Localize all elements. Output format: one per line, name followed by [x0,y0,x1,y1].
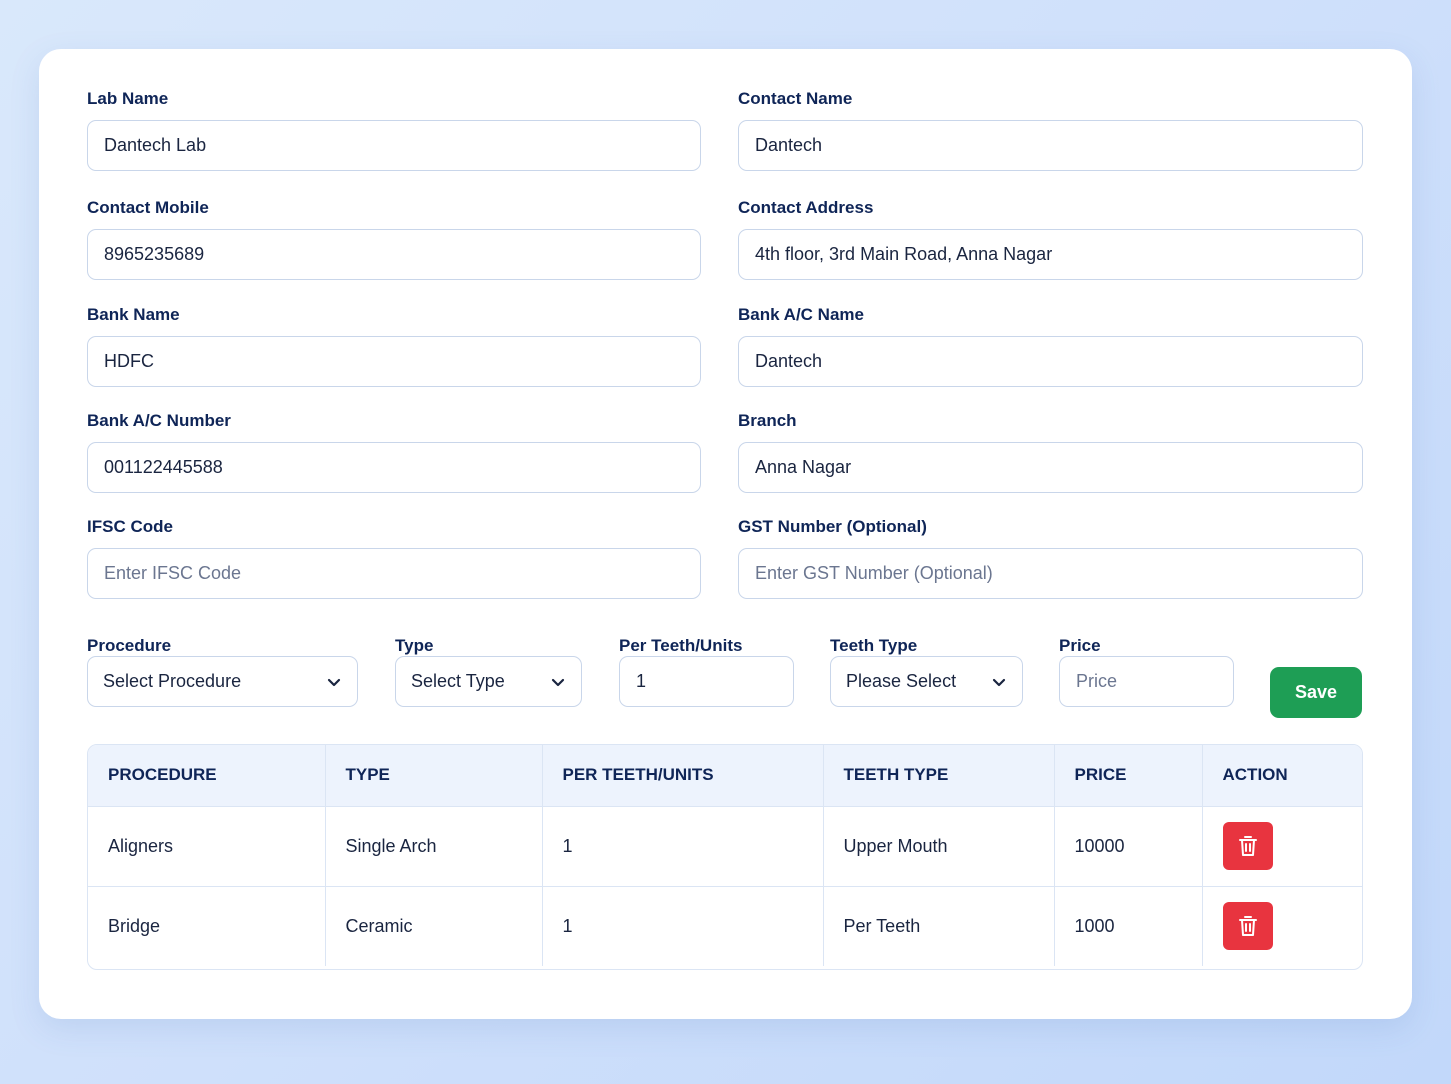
per-teeth-field: Per Teeth/Units [619,634,794,718]
bank-ac-number-label: Bank A/C Number [87,411,231,430]
procedure-select[interactable]: Select Procedure [87,656,358,707]
bank-ac-name-input[interactable] [738,336,1363,387]
price-input[interactable] [1059,656,1234,707]
price-field: Price [1059,634,1234,718]
chevron-down-icon [551,678,565,686]
cell-action [1202,886,1362,966]
bank-ac-name-label: Bank A/C Name [738,305,864,324]
contact-name-field: Contact Name [738,87,1363,177]
procedure-label: Procedure [87,636,172,655]
header-type: TYPE [325,745,543,807]
header-procedure: PROCEDURE [88,745,326,807]
cell-teeth-type: Per Teeth [823,886,1055,966]
cell-price: 10000 [1054,806,1203,887]
gst-number-input[interactable] [738,548,1363,599]
type-select-value: Select Type [411,671,505,691]
header-teeth-type: TEETH TYPE [823,745,1055,807]
bank-name-label: Bank Name [87,305,180,324]
contact-address-field: Contact Address [738,196,1363,286]
gst-number-field: GST Number (Optional) [738,515,1363,605]
save-button[interactable]: Save [1270,667,1362,718]
bank-ac-number-input[interactable] [87,442,701,493]
delete-button[interactable] [1222,902,1273,951]
table-header-row: PROCEDURE TYPE PER TEETH/UNITS TEETH TYP… [88,745,1362,807]
procedures-table: PROCEDURE TYPE PER TEETH/UNITS TEETH TYP… [87,744,1363,970]
contact-mobile-label: Contact Mobile [87,198,209,217]
cell-procedure: Bridge [88,886,326,966]
procedure-field: Procedure Select Procedure [87,634,358,718]
branch-field: Branch [738,409,1363,499]
type-select[interactable]: Select Type [395,656,582,707]
contact-address-label: Contact Address [738,198,874,217]
teeth-type-select[interactable]: Please Select [830,656,1023,707]
bank-name-field: Bank Name [87,303,701,393]
contact-name-label: Contact Name [738,89,853,108]
per-teeth-label: Per Teeth/Units [619,636,743,655]
cell-per-teeth: 1 [542,806,824,887]
table-row: Aligners Single Arch 1 Upper Mouth 10000 [88,806,1362,887]
lab-form-card: Lab Name Contact Name Contact Mobile Con… [39,49,1412,1019]
cell-type: Ceramic [325,886,543,966]
cell-per-teeth: 1 [542,886,824,966]
contact-mobile-input[interactable] [87,229,701,280]
lab-name-field: Lab Name [87,87,701,177]
type-label: Type [395,636,434,655]
chevron-down-icon [327,678,341,686]
table-row: Bridge Ceramic 1 Per Teeth 1000 [88,886,1362,966]
cell-type: Single Arch [325,806,543,887]
cell-price: 1000 [1054,886,1203,966]
header-per-teeth: PER TEETH/UNITS [542,745,824,807]
delete-button[interactable] [1222,822,1273,870]
ifsc-code-field: IFSC Code [87,515,701,605]
gst-number-label: GST Number (Optional) [738,517,927,536]
lab-name-input[interactable] [87,120,701,171]
price-label: Price [1059,636,1101,655]
header-price: PRICE [1054,745,1203,807]
type-field: Type Select Type [395,634,582,718]
teeth-type-select-value: Please Select [846,671,957,691]
cell-procedure: Aligners [88,806,326,887]
contact-name-input[interactable] [738,120,1363,171]
cell-action [1202,806,1362,887]
teeth-type-label: Teeth Type [830,636,918,655]
bank-ac-number-field: Bank A/C Number [87,409,701,499]
trash-icon [1238,836,1257,856]
bank-name-input[interactable] [87,336,701,387]
contact-mobile-field: Contact Mobile [87,196,701,286]
teeth-type-field: Teeth Type Please Select [830,634,1023,718]
contact-address-input[interactable] [738,229,1363,280]
chevron-down-icon [992,678,1006,686]
header-action: ACTION [1202,745,1362,807]
lab-name-label: Lab Name [87,89,169,108]
cell-teeth-type: Upper Mouth [823,806,1055,887]
branch-input[interactable] [738,442,1363,493]
bank-ac-name-field: Bank A/C Name [738,303,1363,393]
branch-label: Branch [738,411,797,430]
ifsc-code-label: IFSC Code [87,517,173,536]
ifsc-code-input[interactable] [87,548,701,599]
trash-icon [1238,916,1257,937]
per-teeth-input[interactable] [619,656,794,707]
procedure-select-value: Select Procedure [103,671,242,691]
